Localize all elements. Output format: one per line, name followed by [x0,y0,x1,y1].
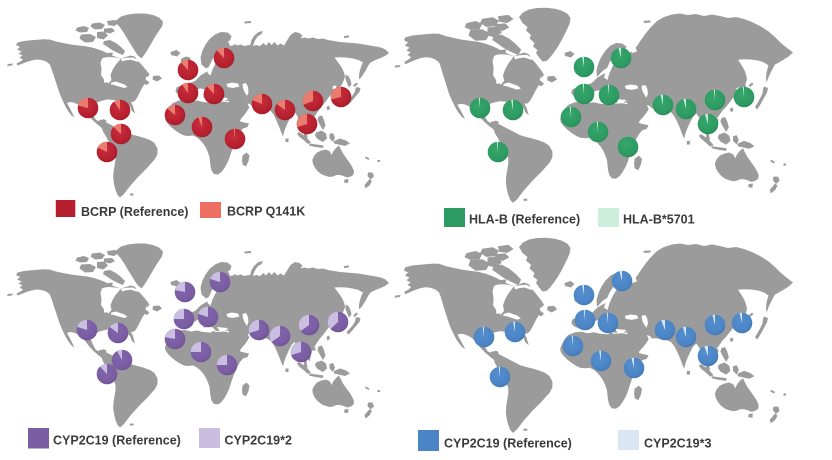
svg-text:BCRP Q141K: BCRP Q141K [227,205,305,219]
svg-text:CYP2C19 (Reference): CYP2C19 (Reference) [444,437,572,451]
svg-text:CYP2C19*2: CYP2C19*2 [225,434,292,448]
svg-text:HLA-B (Reference): HLA-B (Reference) [469,213,580,227]
svg-text:HLA-B*5701: HLA-B*5701 [623,213,695,227]
svg-text:CYP2C19*3: CYP2C19*3 [644,437,711,451]
svg-text:CYP2C19 (Reference): CYP2C19 (Reference) [53,434,181,448]
svg-text:BCRP (Reference): BCRP (Reference) [81,205,188,219]
